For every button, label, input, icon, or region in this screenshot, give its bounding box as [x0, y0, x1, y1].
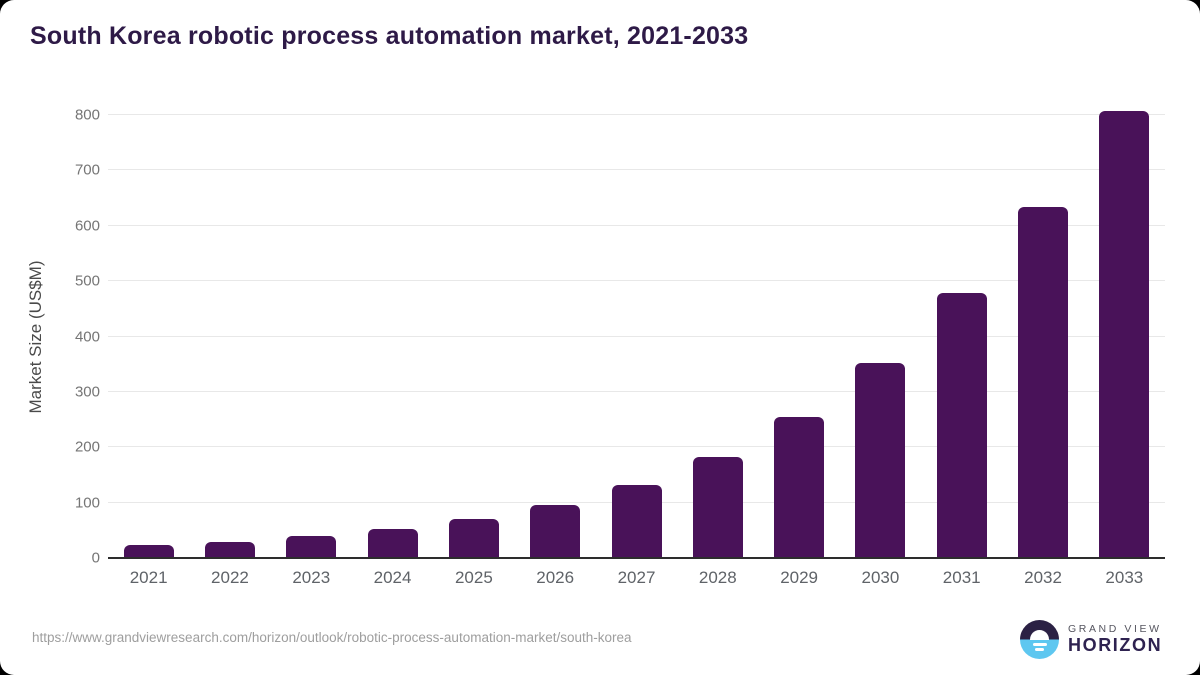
gridline-300 [108, 390, 1165, 392]
gridline-600 [108, 224, 1165, 226]
y-tick-200: 200 [74, 438, 100, 456]
bar-2025 [448, 519, 499, 558]
horizon-sunrise-icon [1020, 620, 1059, 659]
y-tick-300: 300 [74, 383, 100, 401]
x-label-2027: 2027 [617, 568, 656, 587]
x-axis-line [108, 557, 1165, 559]
x-label-2032: 2032 [1024, 568, 1062, 587]
y-tick-400: 400 [74, 328, 100, 345]
bar-2029 [774, 417, 825, 558]
logo-bottom-text: HORIZON [1068, 635, 1163, 656]
x-label-2028: 2028 [698, 568, 737, 587]
x-label-2024: 2024 [373, 568, 412, 587]
sun-reflection-line [1032, 643, 1047, 646]
gridline-200 [108, 446, 1165, 448]
sun-reflection-line [1035, 648, 1044, 651]
plot-area: Market Size (US$M) 0 100 200 300 400 500 600 70… [26, 107, 1165, 587]
sun-icon [1030, 630, 1049, 640]
bar-2022 [204, 541, 255, 558]
x-label-2026: 2026 [536, 568, 575, 587]
gridline-400 [108, 335, 1165, 337]
gridline-500 [108, 280, 1165, 282]
bar-2027 [611, 485, 662, 558]
x-label-2025: 2025 [454, 568, 493, 587]
bar-2026 [530, 505, 581, 558]
bar-2028 [692, 457, 743, 558]
y-tick-700: 700 [74, 161, 100, 179]
gridline-700 [108, 169, 1165, 171]
bar-2023 [286, 535, 337, 558]
y-tick-100: 100 [74, 494, 100, 512]
bar-2021 [123, 545, 174, 558]
source-url: https://www.grandviewresearch.com/horizo… [32, 630, 632, 645]
y-tick-500: 500 [74, 272, 100, 290]
bar-2030 [855, 362, 906, 558]
x-label-2023: 2023 [292, 568, 331, 587]
logo-text: GRAND VIEW HORIZON [1068, 623, 1162, 656]
x-label-2021: 2021 [129, 568, 168, 587]
x-label-2033: 2033 [1105, 568, 1144, 587]
x-label-2022: 2022 [211, 568, 249, 587]
chart-title: South Korea robotic process automation m… [30, 22, 749, 50]
grand-view-horizon-logo: GRAND VIEW HORIZON [1020, 620, 1162, 659]
y-tick-600: 600 [74, 217, 100, 235]
bar-2024 [367, 529, 418, 558]
y-tick-800: 800 [74, 106, 100, 124]
logo-top-text: GRAND VIEW [1068, 623, 1162, 636]
bar-2033 [1099, 110, 1150, 558]
x-label-2029: 2029 [780, 568, 819, 587]
bar-2032 [1018, 206, 1069, 558]
bar-2031 [936, 293, 987, 558]
x-label-2030: 2030 [861, 568, 900, 587]
x-label-2031: 2031 [942, 568, 981, 587]
y-tick-0: 0 [91, 549, 100, 567]
gridline-800 [108, 114, 1165, 115]
